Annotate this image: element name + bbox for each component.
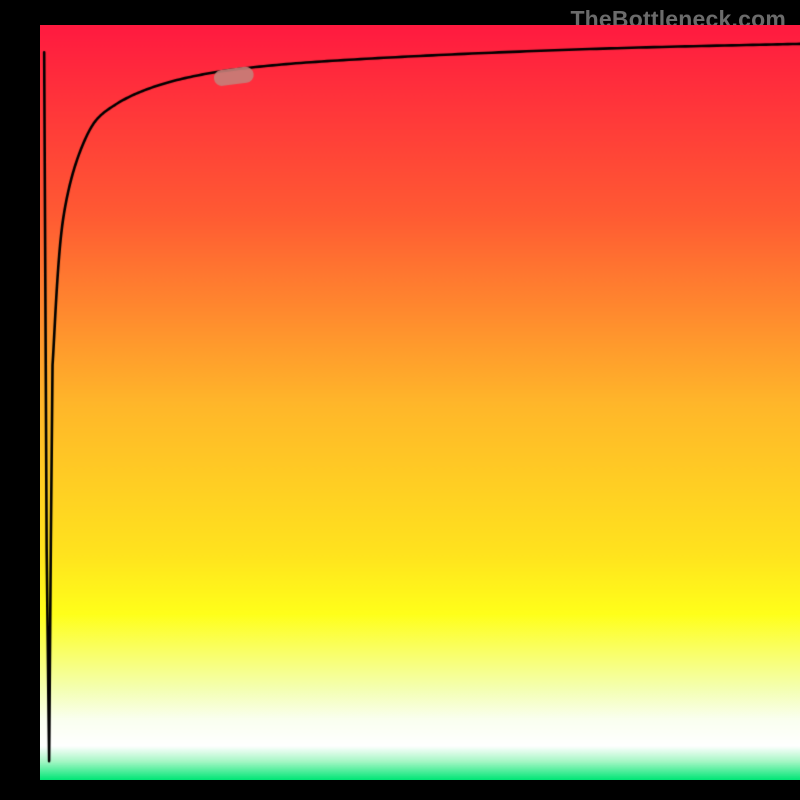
plot-canvas <box>40 25 800 780</box>
plot-area <box>40 25 800 780</box>
chart-frame: TheBottleneck.com <box>0 0 800 800</box>
